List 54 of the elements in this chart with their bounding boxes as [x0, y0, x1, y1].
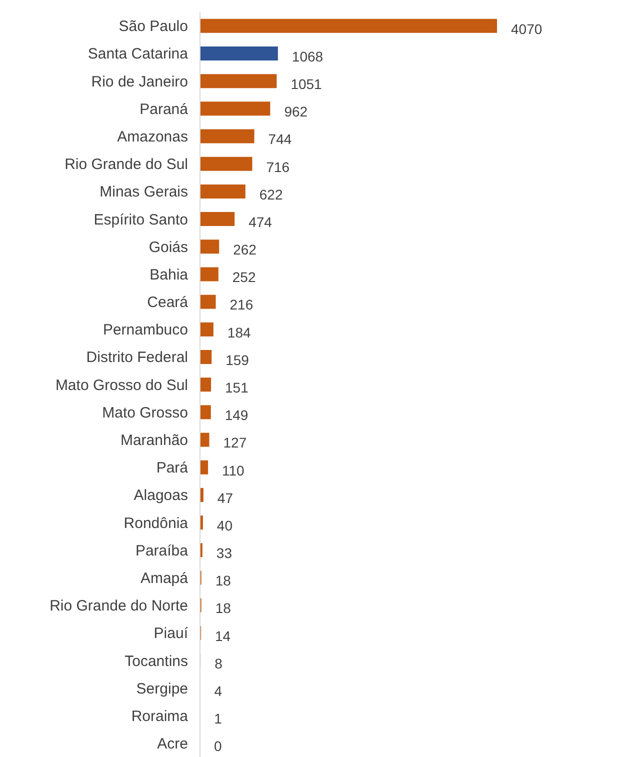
y-tick-label: Paraíba	[135, 542, 189, 560]
y-tick-label: Rio de Janeiro	[91, 73, 188, 90]
y-tick-label: Rondônia	[124, 514, 189, 532]
y-tick-label: Ceará	[147, 294, 189, 312]
y-tick-label: Piauí	[154, 625, 189, 642]
data-label: 1068	[292, 48, 324, 64]
y-tick-label: Tocantins	[124, 652, 188, 670]
data-label: 8	[214, 655, 223, 672]
data-label: 149	[224, 407, 248, 424]
data-label: 1	[214, 710, 222, 727]
y-tick-label: Alagoas	[134, 487, 188, 504]
y-tick-label: Minas Gerais	[100, 184, 188, 201]
data-label: 110	[222, 462, 245, 478]
data-label: 4	[214, 683, 222, 700]
data-label: 474	[248, 214, 272, 230]
data-label: 40	[216, 517, 233, 534]
data-label: 14	[215, 628, 231, 644]
y-tick-label: Amapá	[140, 570, 189, 587]
data-label: 0	[214, 738, 222, 754]
data-label: 4070	[511, 20, 542, 37]
data-label: 18	[215, 600, 232, 616]
y-tick-label: Distrito Federal	[86, 349, 188, 366]
data-label: 151	[225, 380, 249, 396]
data-label: 18	[215, 572, 232, 589]
data-label: 252	[232, 269, 256, 286]
data-label: 1051	[290, 76, 322, 92]
y-tick-label: Goiás	[148, 238, 188, 256]
y-tick-label: Mato Grosso do Sul	[55, 376, 188, 394]
y-tick-label: Roraima	[131, 708, 189, 725]
data-label: 716	[266, 158, 290, 175]
data-label: 159	[226, 352, 250, 368]
y-tick-label: São Paulo	[118, 18, 188, 36]
y-tick-label: Rio Grande do Norte	[50, 598, 188, 615]
y-tick-label: Sergipe	[136, 680, 188, 698]
y-tick-label: Paraná	[140, 100, 189, 118]
data-label: 744	[268, 131, 292, 148]
y-tick-label: Santa Catarina	[88, 46, 189, 63]
y-tick-label: Espírito Santo	[94, 211, 188, 228]
data-label: 184	[227, 324, 251, 340]
data-label: 33	[216, 545, 232, 562]
data-label: 622	[259, 186, 283, 202]
y-tick-label: Pernambuco	[102, 322, 188, 339]
y-tick-label: Maranhão	[120, 432, 188, 450]
y-tick-label: Amazonas	[117, 128, 188, 146]
data-label: 216	[230, 296, 254, 313]
y-tick-label: Mato Grosso	[102, 404, 188, 422]
y-tick-label: Rio Grande do Sul	[64, 156, 188, 174]
data-label: 127	[223, 434, 247, 451]
data-label: 962	[284, 104, 308, 120]
y-tick-label: Pará	[156, 460, 189, 477]
y-tick-label: Bahia	[150, 266, 189, 284]
data-label: 47	[217, 490, 234, 506]
y-tick-label: Acre	[157, 736, 188, 753]
data-label: 262	[233, 242, 257, 258]
